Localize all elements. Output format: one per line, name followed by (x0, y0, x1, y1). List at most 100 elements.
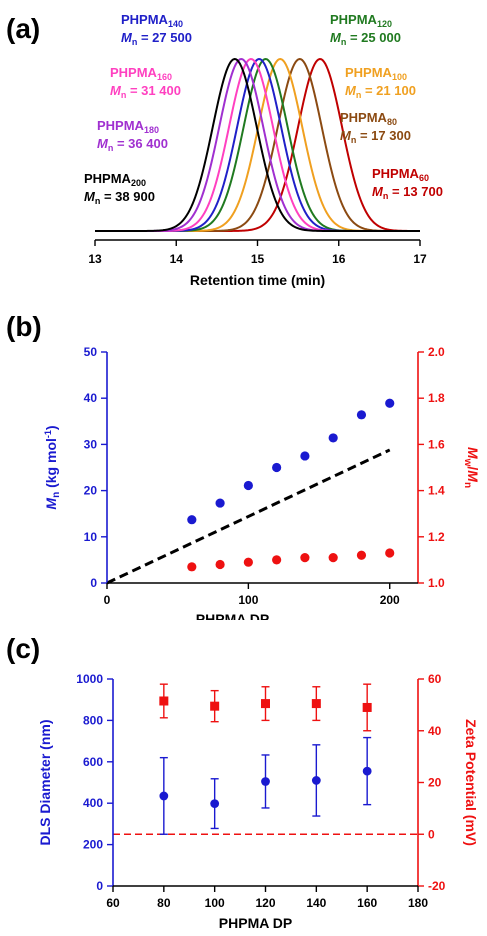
dispersity-point (215, 559, 225, 570)
x-axis-title: Retention time (min) (190, 272, 325, 288)
trace-name: PHPMA100 (345, 65, 407, 82)
panel-b-molecular-weight-chart: (b) 0 10 20 30 40 50 1.0 1.2 1.4 1.6 1.8 2.0 0 100 200… (0, 300, 487, 620)
right-y-tick-label: 1.6 (428, 437, 445, 451)
x-tick-label: 120 (255, 896, 275, 910)
right-y-tick-label: 1.8 (428, 391, 445, 405)
trace-mn-value: = 25 000 (346, 30, 401, 45)
x-tick-label: 0 (104, 593, 111, 607)
left-y-tick-label: 1000 (76, 672, 103, 686)
diameter-point (311, 776, 321, 785)
trace-mn-symbol: M (97, 136, 109, 151)
trace-mn: Mn = 27 500 (121, 30, 192, 47)
left-y-tick-label: 20 (84, 484, 98, 498)
dispersity-point (328, 552, 338, 563)
trace-label-200: PHPMA200 (84, 171, 146, 188)
left-y-tick-label: 200 (83, 838, 103, 852)
trace-label-120: PHPMA120 (330, 12, 392, 29)
diameter-point (362, 766, 372, 776)
right-y-title-subscript-n: n (462, 482, 473, 488)
trace-label-60: PHPMA60 (372, 166, 429, 183)
dispersity-point (272, 555, 282, 565)
right-y-title-slash: / (465, 466, 481, 470)
mn-point (272, 462, 282, 473)
trace-mn-value: = 31 400 (126, 83, 181, 98)
panel-a-gpc-chart: (a) 13 14 15 16 17 Retention time (min) PHPMA6… (0, 0, 487, 300)
right-y-tick-label: 1.2 (428, 530, 445, 544)
trace-mn-subscript: n (95, 196, 101, 206)
trace-mn: Mn = 21 100 (345, 83, 416, 100)
dispersity-point (356, 550, 367, 560)
right-y-title-symbol-n: M (465, 470, 481, 482)
trace-mn-value: = 36 400 (113, 136, 168, 151)
trace-name-subscript: 200 (131, 178, 146, 188)
trace-label-80: PHPMA80 (340, 110, 397, 127)
x-tick-label: 14 (170, 252, 184, 266)
x-tick-label: 17 (413, 252, 427, 266)
trace-name: PHPMA120 (330, 12, 392, 29)
mn-point (215, 498, 225, 508)
trace-mn-symbol: M (121, 30, 133, 45)
left-y-tick-label: 40 (84, 391, 98, 405)
panel-letter-b: (b) (6, 311, 42, 342)
trace-name-subscript: 100 (392, 72, 407, 82)
trace-name: PHPMA180 (97, 118, 159, 135)
trace-mn-symbol: M (330, 30, 342, 45)
right-y-axis-title: Zeta Potential (mV) (463, 719, 479, 846)
zeta-point (362, 702, 372, 712)
trace-name-subscript: 120 (377, 19, 392, 29)
mn-point (356, 410, 367, 420)
left-y-tick-label: 800 (83, 713, 103, 727)
x-tick-label: 60 (106, 896, 120, 910)
zeta-point (210, 701, 220, 711)
trace-label-180: PHPMA180 (97, 118, 159, 135)
panel-c-dls-zeta-chart: (c) 0 200 400 600 800 1000 -20 0 20 40 60 60 80 100 12… (0, 620, 487, 936)
diameter-point (159, 791, 169, 801)
right-y-title-symbol-w: M (465, 447, 481, 459)
trace-name-main: PHPMA (110, 65, 158, 80)
right-y-tick-label: 2.0 (428, 345, 445, 359)
trace-name: PHPMA200 (84, 171, 146, 188)
trace-name-main: PHPMA (372, 166, 420, 181)
zeta-point (261, 699, 270, 709)
right-y-tick-label: 20 (428, 776, 442, 790)
dispersity-point (187, 562, 197, 572)
left-y-axis-title: Mn (kg mol-1) (43, 425, 62, 509)
dls-zeta-svg: (c) 0 200 400 600 800 1000 -20 0 20 40 60 60 80 100 12… (6, 633, 479, 931)
x-tick-label: 13 (88, 252, 102, 266)
trace-mn-value: = 27 500 (137, 30, 192, 45)
trace-mn-symbol: M (340, 128, 352, 143)
trace-mn-subscript: n (121, 90, 127, 100)
trace-mn-subscript: n (132, 37, 138, 47)
trace-name-main: PHPMA (121, 12, 169, 27)
dispersity-point (300, 552, 310, 563)
trace-name-main: PHPMA (345, 65, 393, 80)
trace-mn-subscript: n (108, 143, 114, 153)
left-y-tick-label: 0 (90, 576, 97, 590)
trace-label-100: PHPMA100 (345, 65, 407, 82)
left-y-title-end: ) (43, 425, 59, 430)
mn-point (385, 398, 395, 408)
trace-name: PHPMA160 (110, 65, 172, 82)
trace-name: PHPMA60 (372, 166, 429, 183)
trace-name-main: PHPMA (84, 171, 132, 186)
x-tick-label: 160 (357, 896, 377, 910)
trace-name-subscript: 180 (144, 125, 159, 135)
dispersity-point (385, 548, 395, 558)
trace-name-subscript: 160 (157, 72, 172, 82)
mn-point (187, 515, 197, 525)
right-y-tick-label: 1.0 (428, 576, 445, 590)
left-y-title-subscript: n (51, 492, 62, 498)
x-tick-label: 15 (251, 252, 265, 266)
x-tick-label: 80 (157, 896, 171, 910)
zeta-point (311, 699, 321, 709)
x-tick-label: 16 (332, 252, 346, 266)
x-tick-label: 100 (205, 896, 225, 910)
mn-point (300, 451, 310, 461)
trace-mn-value: = 13 700 (388, 184, 443, 199)
x-axis-title: PHPMA DP (196, 611, 269, 620)
left-y-tick-label: 400 (83, 796, 103, 810)
trace-name: PHPMA80 (340, 110, 397, 127)
trace-mn-symbol: M (84, 189, 96, 204)
right-y-tick-label: -20 (428, 879, 446, 893)
diameter-point (261, 777, 270, 786)
